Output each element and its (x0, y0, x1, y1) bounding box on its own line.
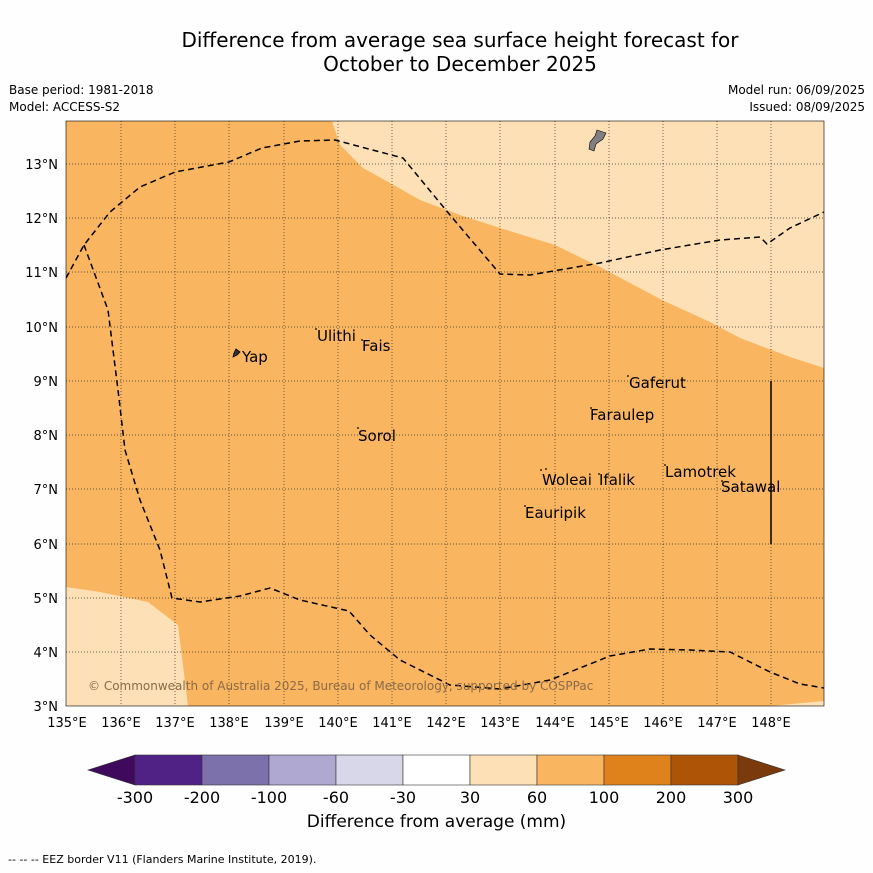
lat-tick-5: 5°N (34, 592, 59, 607)
lon-tick-143: 143°E (480, 716, 520, 731)
eez-border-west-south (83, 244, 824, 690)
guam-island (588, 129, 607, 152)
lon-tick-146: 146°E (643, 716, 683, 731)
yap-island (232, 348, 241, 358)
lon-tick-147: 147°E (697, 716, 737, 731)
lon-tick-137: 137°E (155, 716, 195, 731)
colorbar-ticks: -300 -200 -100 -60 -30 30 60 100 200 300 (117, 788, 753, 807)
place-label-satawal: Satawal (721, 478, 780, 496)
colorbar-bin-8 (603, 754, 672, 786)
colorbar-tick-minus30: -30 (390, 788, 416, 807)
lon-tick-139: 139°E (264, 716, 304, 731)
lon-tick-148: 148°E (751, 716, 791, 731)
colorbar-bin-2 (201, 754, 270, 786)
place-label-ulithi: Ulithi (317, 327, 356, 345)
lon-tick-138: 138°E (209, 716, 249, 731)
place-label-woleai: Woleai (542, 471, 592, 489)
title-line-2: October to December 2025 (323, 52, 597, 76)
colorbar-bin-9 (670, 754, 739, 786)
anomaly-30-60-region-south (770, 701, 824, 706)
latitude-axis: 3°N 4°N 5°N 6°N 7°N 8°N 9°N 10°N 11°N 12… (25, 158, 58, 715)
colorbar-tick-30: 30 (460, 788, 480, 807)
lat-tick-7: 7°N (34, 483, 59, 498)
colorbar-tick-60: 60 (527, 788, 547, 807)
place-label-fais: Fais (362, 337, 391, 355)
eez-footnote: -- -- -- EEZ border V11 (Flanders Marine… (8, 853, 317, 866)
lat-tick-11: 11°N (25, 266, 58, 281)
lat-tick-4: 4°N (34, 646, 59, 661)
colorbar-title: Difference from average (mm) (306, 812, 567, 832)
anomaly-30-60-region-northeast (332, 121, 824, 368)
colorbar-tick-300: 300 (723, 788, 754, 807)
lat-tick-6: 6°N (34, 538, 59, 553)
colorbar (87, 754, 786, 786)
colorbar-bin-1 (134, 754, 203, 786)
colorbar-tick-200: 200 (656, 788, 687, 807)
colorbar-extend-high (737, 754, 786, 786)
lat-tick-8: 8°N (34, 429, 59, 444)
lon-tick-145: 145°E (589, 716, 629, 731)
lon-tick-136: 136°E (101, 716, 141, 731)
copyright-notice: © Commonwealth of Australia 2025, Bureau… (88, 679, 593, 693)
issued-date: Issued: 08/09/2025 (749, 100, 865, 114)
lat-tick-3: 3°N (34, 700, 59, 715)
place-label-gaferut: Gaferut (629, 374, 686, 392)
colorbar-bin-7 (536, 754, 605, 786)
title-line-1: Difference from average sea surface heig… (181, 28, 739, 52)
place-label-ifalik: Ifalik (599, 471, 635, 489)
place-label-sorol: Sorol (358, 427, 396, 445)
base-period: Base period: 1981-2018 (9, 83, 154, 97)
lon-tick-135: 135°E (47, 716, 87, 731)
lon-tick-141: 141°E (372, 716, 412, 731)
map-area: Yap Ulithi Fais Gaferut Faraulep Sorol W… (66, 121, 824, 706)
island-dots (315, 328, 723, 507)
lon-tick-144: 144°E (535, 716, 575, 731)
lon-tick-140: 140°E (318, 716, 358, 731)
lat-tick-12: 12°N (25, 212, 58, 227)
colorbar-tick-100: 100 (589, 788, 620, 807)
colorbar-bin-4 (335, 754, 404, 786)
place-label-lamotrek: Lamotrek (665, 463, 736, 481)
colorbar-extend-low (87, 754, 136, 786)
colorbar-tick-minus60: -60 (323, 788, 349, 807)
model-run: Model run: 06/09/2025 (727, 83, 865, 97)
lat-tick-13: 13°N (25, 158, 58, 173)
colorbar-bin-3 (268, 754, 337, 786)
model-name: Model: ACCESS-S2 (9, 100, 121, 114)
lat-tick-10: 10°N (25, 321, 58, 336)
map-frame (65, 120, 825, 707)
grid-lines (66, 121, 824, 706)
lat-tick-9: 9°N (34, 375, 59, 390)
colorbar-bin-6 (469, 754, 538, 786)
colorbar-tick-minus200: -200 (184, 788, 220, 807)
colorbar-tick-minus300: -300 (117, 788, 153, 807)
colorbar-bin-5 (402, 754, 471, 786)
longitude-axis: 135°E 136°E 137°E 138°E 139°E 140°E 141°… (47, 716, 791, 731)
lon-tick-142: 142°E (426, 716, 466, 731)
colorbar-tick-minus100: -100 (251, 788, 287, 807)
place-label-faraulep: Faraulep (590, 406, 654, 424)
anomaly-30-60-region-southwest (66, 587, 188, 706)
eez-border-north (66, 139, 824, 279)
place-label-yap: Yap (241, 348, 268, 366)
place-label-eauripik: Eauripik (525, 504, 586, 522)
